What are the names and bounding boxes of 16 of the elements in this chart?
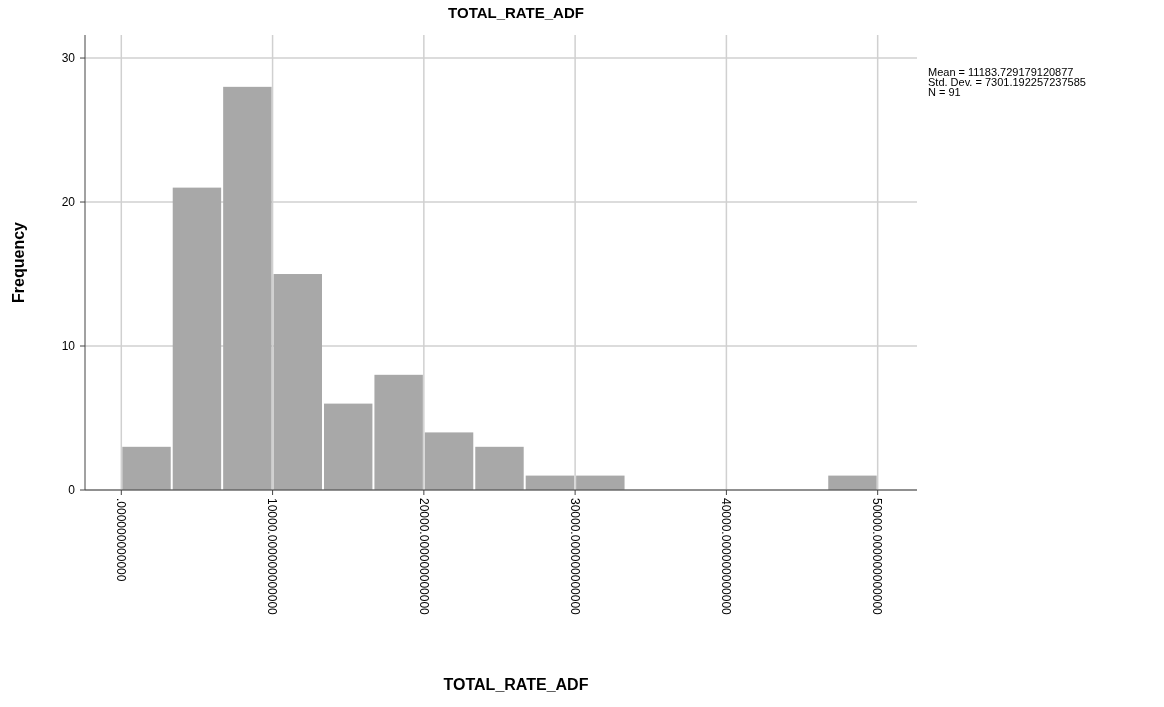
x-tick-label: 40000.000000000000	[719, 498, 734, 616]
x-tick-label: 20000.000000000000	[416, 498, 431, 616]
y-axis-title: Frequency	[10, 221, 27, 303]
text: N = 91	[928, 86, 961, 98]
x-tick-label: 30000.000000000000	[567, 498, 582, 616]
y-tick-label: 20	[61, 195, 76, 210]
x-tick-label: 50000.000000000000	[870, 498, 885, 616]
chart-title: TOTAL_RATE_ADF	[448, 4, 584, 21]
x-axis-title: TOTAL_RATE_ADF	[443, 676, 589, 693]
y-tick-label: 30	[61, 51, 76, 66]
x-tick-label: 10000.000000000000	[265, 498, 280, 616]
text: Mean = 11183.729179120877	[928, 66, 1074, 78]
y-tick-label: 0	[68, 483, 76, 498]
x-tick-label: .000000000000	[114, 498, 129, 582]
text: Std. Dev. = 7301.192257237585	[928, 76, 1086, 88]
y-tick-label: 10	[61, 339, 76, 354]
